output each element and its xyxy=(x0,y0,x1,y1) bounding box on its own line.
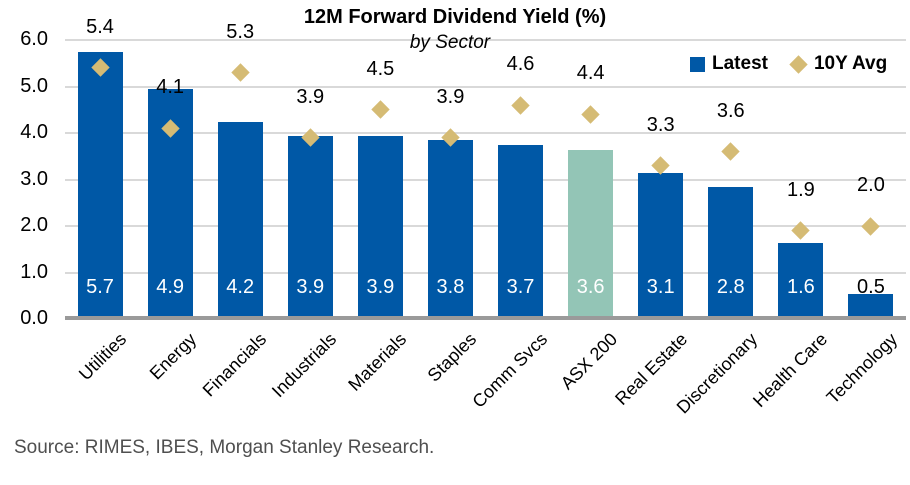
legend-latest-label: Latest xyxy=(712,53,768,74)
bar xyxy=(778,242,824,317)
y-tick-label: 3.0 xyxy=(20,167,48,190)
x-axis-label: Technology xyxy=(822,329,902,408)
avg-value-label: 2.0 xyxy=(857,174,885,196)
y-tick-label: 1.0 xyxy=(20,260,48,283)
avg-value-label: 3.9 xyxy=(436,85,465,108)
y-tick-label: 5.0 xyxy=(20,74,48,97)
bar-value-label: 2.8 xyxy=(716,276,745,298)
gridline xyxy=(65,178,906,181)
bar-value-label: 1.6 xyxy=(786,276,815,298)
legend-item-latest: Latest xyxy=(690,53,768,75)
legend-avg-label: 10Y Avg xyxy=(813,53,888,74)
gridline xyxy=(65,85,906,88)
bar-value-label: 4.9 xyxy=(156,276,185,298)
bar-value-label: 3.9 xyxy=(366,276,395,298)
avg-diamond-marker xyxy=(581,105,600,124)
bar-value-label: 3.8 xyxy=(436,276,465,298)
chart-subtitle: by Sector xyxy=(409,32,491,53)
avg-value-label: 4.1 xyxy=(156,76,185,99)
avg-value-label: 5.4 xyxy=(86,15,114,38)
gridline xyxy=(65,225,906,227)
avg-diamond-marker xyxy=(861,216,881,236)
chart-title: 12M Forward Dividend Yield (%) xyxy=(303,6,607,28)
avg-value-label: 1.9 xyxy=(786,178,815,201)
avg-diamond-icon xyxy=(789,54,808,74)
x-axis-line xyxy=(65,316,906,320)
gridline xyxy=(65,39,906,41)
bar xyxy=(357,135,403,317)
avg-diamond-marker xyxy=(511,95,530,115)
bar xyxy=(217,121,263,317)
avg-diamond-marker xyxy=(371,100,390,119)
latest-swatch-icon xyxy=(690,56,705,72)
bar-value-label: 0.5 xyxy=(857,276,885,298)
y-tick-label: 0.0 xyxy=(20,307,48,329)
source-note: Source: RIMES, IBES, Morgan Stanley Rese… xyxy=(14,437,435,458)
bar xyxy=(77,51,123,317)
bar xyxy=(498,144,544,317)
avg-value-label: 4.5 xyxy=(366,57,395,80)
avg-value-label: 5.3 xyxy=(226,20,255,43)
avg-value-label: 3.3 xyxy=(646,113,675,136)
bar-value-label: 3.7 xyxy=(506,276,535,298)
gridline xyxy=(65,132,906,134)
y-tick-label: 4.0 xyxy=(20,121,48,143)
avg-diamond-marker xyxy=(721,142,740,161)
bar-value-label: 3.1 xyxy=(646,276,675,298)
bar-value-label: 4.2 xyxy=(226,276,255,298)
y-tick-label: 6.0 xyxy=(20,28,48,50)
bar xyxy=(287,135,333,317)
bar-value-label: 5.7 xyxy=(86,276,114,298)
bar xyxy=(708,186,754,317)
bar-value-label: 3.9 xyxy=(296,276,325,298)
bar xyxy=(427,140,473,317)
legend-item-10y-avg: 10Y Avg xyxy=(789,53,888,75)
avg-value-label: 4.4 xyxy=(576,62,605,85)
avg-value-label: 3.6 xyxy=(716,99,745,122)
avg-value-label: 3.9 xyxy=(296,85,325,108)
bar-value-label: 3.6 xyxy=(576,276,605,298)
dividend-yield-chart: 12M Forward Dividend Yield (%) by Sector… xyxy=(14,6,906,458)
avg-diamond-marker xyxy=(231,63,250,82)
chart-legend: Latest 10Y Avg xyxy=(686,53,892,75)
bar xyxy=(848,293,894,317)
bar xyxy=(638,172,684,317)
avg-value-label: 4.6 xyxy=(506,53,535,76)
y-tick-label: 2.0 xyxy=(20,214,48,236)
gridline xyxy=(65,271,906,274)
bar xyxy=(568,149,614,317)
